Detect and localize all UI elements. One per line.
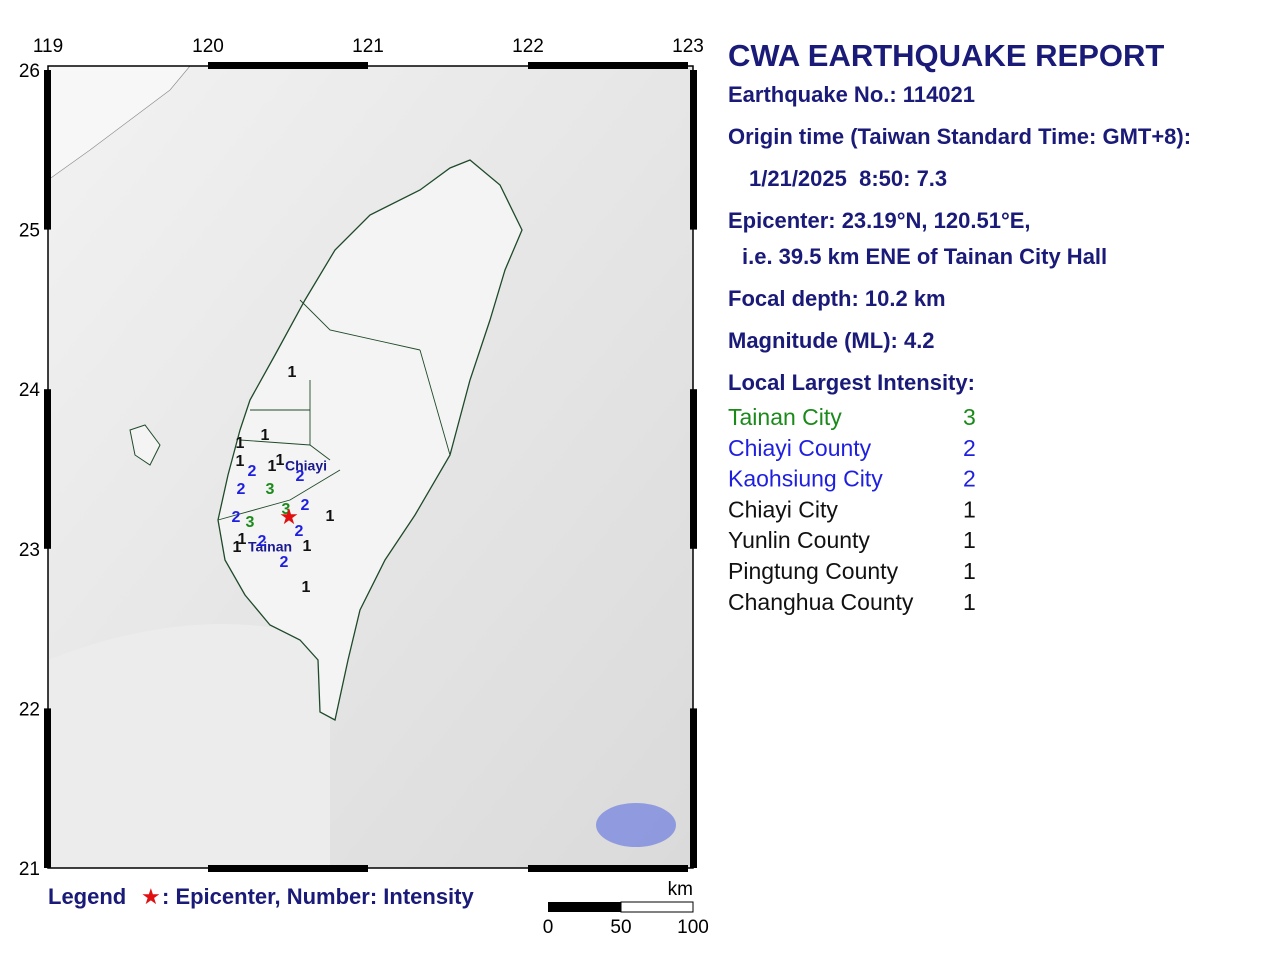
legend-text: : Epicenter, Number: Intensity xyxy=(162,884,474,909)
intensity-marker: 2 xyxy=(301,497,310,514)
intensity-marker: 1 xyxy=(288,364,297,381)
intensity-area: Kaohsiung City xyxy=(728,466,883,492)
intensity-marker: 2 xyxy=(248,463,257,480)
lon-tick-label: 119 xyxy=(33,36,63,57)
intensity-marker: 1 xyxy=(326,508,335,525)
map-labels: 119 120 121 122 123262524232221ChiayiTainan1… xyxy=(19,36,704,880)
intensity-marker: 2 xyxy=(237,481,246,498)
intensity-level: 1 xyxy=(963,496,976,522)
intensity-heading: Local Largest Intensity: xyxy=(728,370,975,395)
intensity-level: 2 xyxy=(963,466,976,492)
place-label: Tainan xyxy=(248,539,292,555)
intensity-area: Chiayi County xyxy=(728,435,872,461)
epicenter-star: ★ xyxy=(279,504,299,529)
cwa-logo xyxy=(596,803,676,847)
frame-bar xyxy=(690,708,697,868)
lat-tick-label: 23 xyxy=(19,540,40,561)
intensity-level: 2 xyxy=(963,435,976,461)
frame-bar xyxy=(208,865,368,872)
scale-unit: km xyxy=(668,879,693,900)
intensity-level: 1 xyxy=(963,527,976,553)
map xyxy=(44,62,697,872)
intensity-marker: 2 xyxy=(232,509,241,526)
scale-segment xyxy=(548,902,621,912)
taiwan-island xyxy=(217,159,523,721)
epicenter-ref: i.e. 39.5 km ENE of Tainan City Hall xyxy=(742,244,1107,269)
report-title: CWA EARTHQUAKE REPORT xyxy=(728,38,1164,73)
intensity-marker: 3 xyxy=(266,481,275,498)
scale-segment xyxy=(620,901,694,913)
intensity-area: Pingtung County xyxy=(728,558,899,584)
scale-label: 100 xyxy=(677,917,709,938)
intensity-marker: 2 xyxy=(258,533,267,550)
lon-tick-label: 120 xyxy=(192,36,224,57)
intensity-marker: 1 xyxy=(261,427,270,444)
report: CWA EARTHQUAKE REPORT Earthquake No.: 11… xyxy=(728,38,1191,615)
frame-bar xyxy=(44,389,51,549)
intensity-level: 1 xyxy=(963,589,976,615)
intensity-level: 1 xyxy=(963,558,976,584)
intensity-marker: 2 xyxy=(296,468,305,485)
intensity-marker: 3 xyxy=(246,514,255,531)
lat-tick-label: 22 xyxy=(19,699,40,720)
scale-label: 50 xyxy=(610,917,631,938)
intensity-marker: 2 xyxy=(295,523,304,540)
scale-label: 0 xyxy=(543,917,554,938)
frame-bars xyxy=(44,62,697,872)
intensity-marker: 1 xyxy=(303,538,312,555)
frame-bar xyxy=(528,62,688,69)
frame-bar xyxy=(44,708,51,868)
legend-symbol: ★ xyxy=(141,884,161,909)
legend-label: Legend xyxy=(48,884,126,909)
lon-tick-label: 123 xyxy=(672,36,704,57)
intensity-marker: 1 xyxy=(233,539,242,556)
place-label: Chiayi xyxy=(285,458,327,474)
focal-depth: Focal depth: 10.2 km xyxy=(728,286,946,311)
lat-tick-label: 21 xyxy=(19,859,40,880)
county-borders xyxy=(217,299,451,521)
intensity-marker: 2 xyxy=(280,554,289,571)
frame-bar xyxy=(528,865,688,872)
lon-tick-label: 122 xyxy=(512,36,544,57)
scale-bar: km xyxy=(548,879,694,913)
intensity-marker: 1 xyxy=(236,435,245,452)
frame-bar xyxy=(208,62,368,69)
intensity-marker: 3 xyxy=(282,501,291,518)
lat-tick-label: 25 xyxy=(19,221,40,242)
intensity-marker: 1 xyxy=(302,579,311,596)
intensity-marker: 1 xyxy=(238,531,247,548)
origin-label: Origin time (Taiwan Standard Time: GMT+8… xyxy=(728,124,1191,149)
frame-bar xyxy=(44,70,51,230)
intensity-area: Tainan City xyxy=(728,404,842,430)
frame-bar xyxy=(690,70,697,230)
earthquake-no: Earthquake No.: 114021 xyxy=(728,82,975,107)
lon-tick-label: 121 xyxy=(352,36,384,57)
lat-tick-label: 24 xyxy=(19,380,41,401)
frame-bar xyxy=(690,389,697,549)
intensity-area: Changhua County xyxy=(728,589,914,615)
penghu xyxy=(129,424,161,466)
intensity-level: 3 xyxy=(963,404,976,430)
sea-floor xyxy=(48,624,330,868)
intensity-marker: 1 xyxy=(236,453,245,470)
lat-tick-label: 26 xyxy=(19,61,40,82)
intensity-marker: 1 xyxy=(276,452,285,469)
intensity-area: Chiayi City xyxy=(728,496,838,522)
epicenter: Epicenter: 23.19°N, 120.51°E, xyxy=(728,208,1031,233)
intensity-marker: 1 xyxy=(268,458,277,475)
origin-time: 1/21/2025 8:50: 7.3 xyxy=(749,166,947,191)
magnitude: Magnitude (ML): 4.2 xyxy=(728,328,935,353)
intensity-area: Yunlin County xyxy=(728,527,870,553)
